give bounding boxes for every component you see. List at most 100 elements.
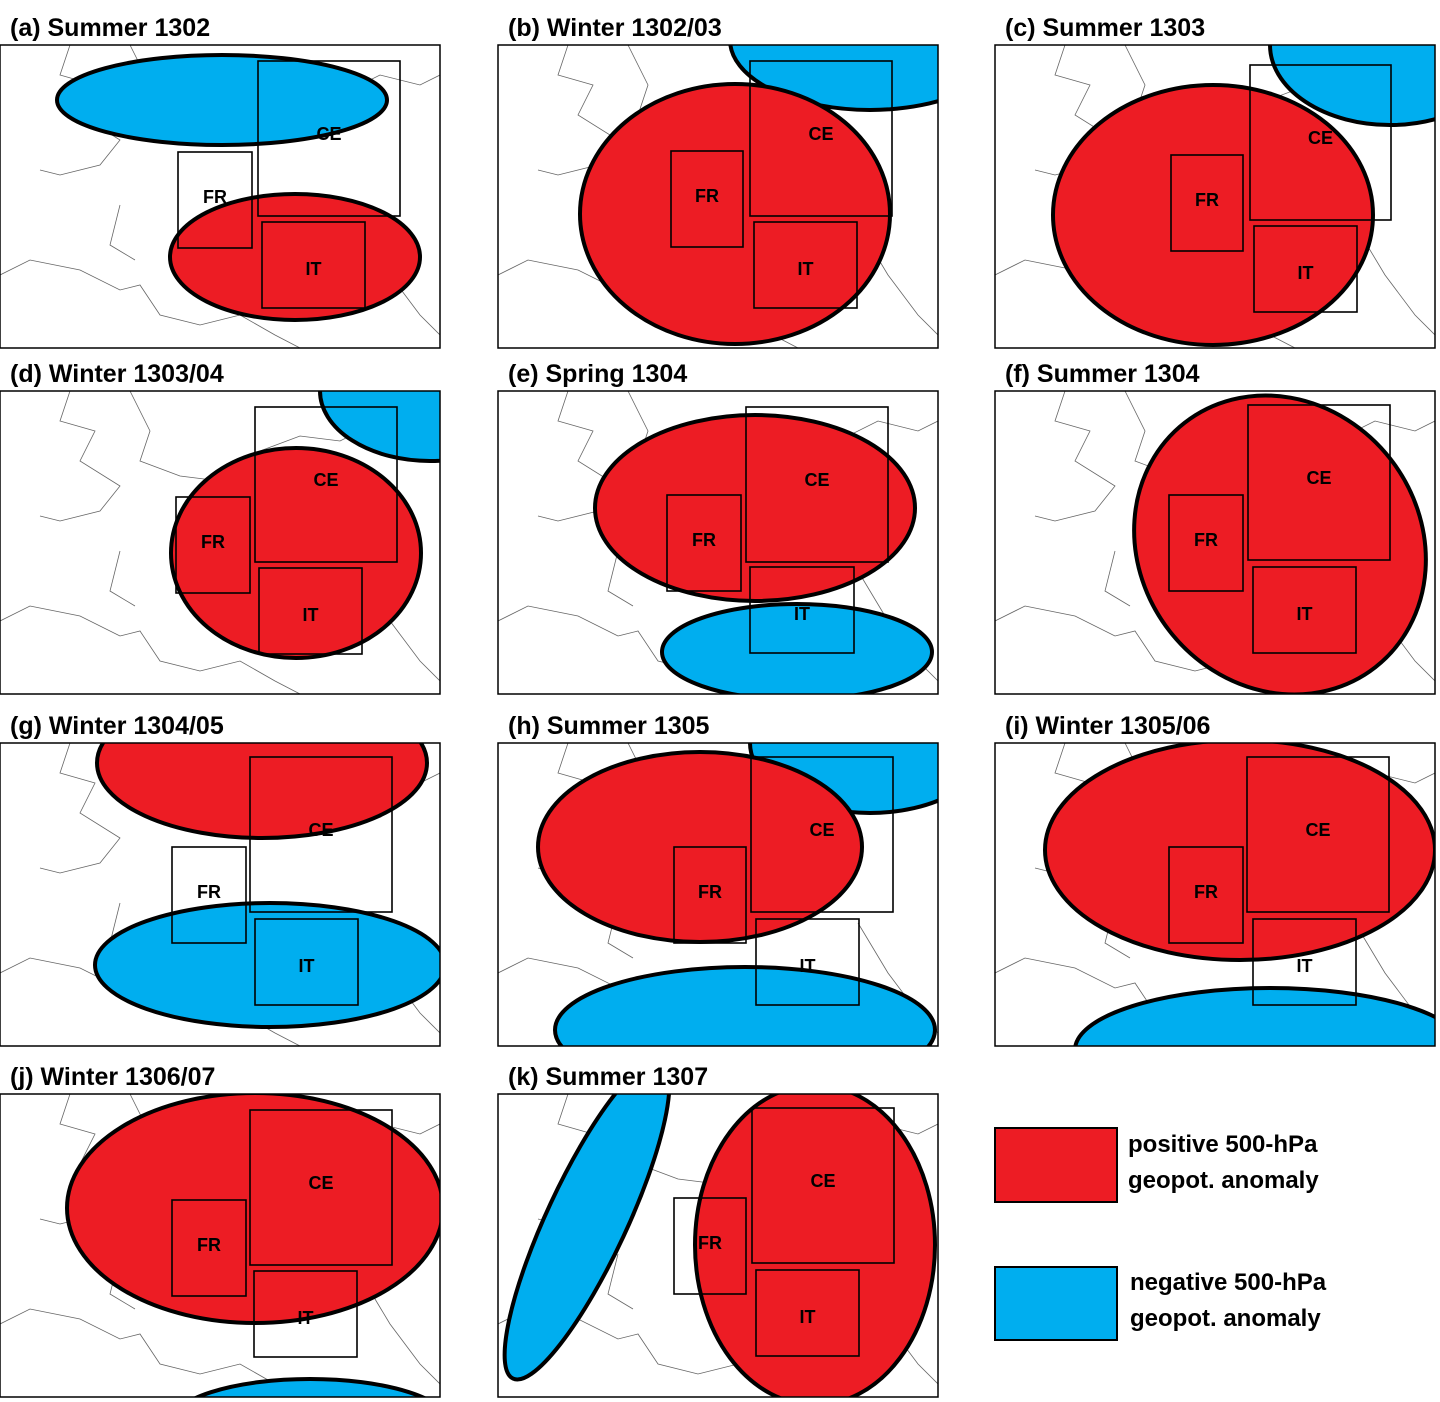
region-box (171, 846, 247, 944)
region-box (1170, 154, 1244, 252)
map-content: CE FR IT (995, 743, 1435, 1046)
region-box (171, 1199, 247, 1297)
region-box (750, 756, 894, 913)
panel-title: (i) Winter 1305/06 (1005, 712, 1210, 740)
legend-text: geopot. anomaly (1128, 1167, 1319, 1194)
region-box (261, 221, 366, 309)
map-content: CE FR IT (0, 743, 440, 1046)
region-box (1249, 64, 1392, 221)
positive-anomaly (593, 413, 917, 603)
region-label: IT (1297, 956, 1313, 976)
map-panel: (c) Summer 1303 CE FR IT (994, 14, 1436, 349)
positive-anomaly (693, 1094, 937, 1397)
positive-anomaly (95, 743, 429, 840)
map-frame (994, 742, 1436, 1047)
legend-text: negative 500-hPa (1130, 1269, 1327, 1296)
region-box (666, 494, 742, 592)
map-frame (994, 44, 1436, 349)
region-box (257, 60, 401, 217)
panel-title: (a) Summer 1302 (10, 14, 210, 42)
panel-title: (e) Spring 1304 (508, 360, 687, 388)
negative-anomaly (93, 901, 440, 1029)
map-panel: (e) Spring 1304 CE FR IT (497, 360, 939, 695)
region-label: CE (804, 470, 829, 490)
region-label: CE (316, 124, 341, 144)
map-panel: (d) Winter 1303/04 CE FR IT (0, 360, 441, 695)
region-label: IT (303, 605, 319, 625)
region-box (1168, 846, 1244, 944)
region-box (670, 150, 744, 248)
region-label: CE (1306, 468, 1331, 488)
map-panel: (g) Winter 1304/05 CE FR IT (0, 712, 441, 1047)
region-label: IT (1298, 263, 1314, 283)
region-label: CE (308, 1173, 333, 1193)
map-frame (497, 44, 939, 349)
region-box (249, 756, 393, 913)
region-box (1168, 494, 1244, 592)
region-label: FR (1195, 190, 1219, 210)
map-frame (497, 390, 939, 695)
negative-anomaly (55, 53, 389, 147)
region-box (258, 567, 363, 655)
map-panel: (f) Summer 1304 CE FR IT (994, 360, 1436, 695)
region-box (753, 221, 858, 309)
region-label: IT (798, 259, 814, 279)
negative-anomaly (660, 602, 934, 694)
region-label: CE (1308, 128, 1333, 148)
panel-title: (d) Winter 1303/04 (10, 360, 224, 388)
map-panel: (i) Winter 1305/06 CE FR IT (994, 712, 1436, 1047)
region-label: CE (810, 1171, 835, 1191)
region-label: IT (1297, 604, 1313, 624)
region-label: IT (800, 1307, 816, 1327)
region-label: FR (1194, 530, 1218, 550)
map-frame (0, 390, 441, 695)
map-content: CE FR IT (498, 743, 938, 1046)
map-frame (0, 44, 441, 349)
region-label: CE (809, 820, 834, 840)
region-box (755, 1269, 860, 1357)
map-frame (0, 1093, 441, 1398)
map-panel: (k) Summer 1307 CE FR IT (497, 1063, 939, 1398)
region-box (175, 496, 251, 594)
positive-anomaly (578, 82, 892, 346)
negative-anomaly (193, 1377, 427, 1397)
region-box (177, 151, 253, 249)
positive-anomaly (1043, 743, 1435, 962)
region-label: FR (201, 532, 225, 552)
region-label: CE (313, 470, 338, 490)
region-label: FR (203, 187, 227, 207)
region-label: FR (695, 186, 719, 206)
region-box (249, 1109, 393, 1266)
region-box (745, 406, 889, 563)
panel-title: (j) Winter 1306/07 (10, 1063, 215, 1091)
region-label: CE (808, 124, 833, 144)
region-label: FR (692, 530, 716, 550)
region-box (1252, 918, 1357, 1006)
positive-anomaly (65, 1094, 440, 1325)
region-label: FR (1194, 882, 1218, 902)
map-panel: (h) Summer 1305 CE FR IT (497, 712, 939, 1047)
map-frame (497, 1093, 939, 1398)
region-box (751, 1107, 895, 1264)
map-panel: (a) Summer 1302 CE FR IT (0, 14, 441, 349)
map-panel: (j) Winter 1306/07 CE FR IT (0, 1063, 441, 1398)
panel-title: (c) Summer 1303 (1005, 14, 1205, 42)
negative-anomaly (1073, 986, 1435, 1046)
positive-anomaly (1051, 83, 1375, 347)
map-panel: (b) Winter 1302/03 CE FR IT (497, 14, 939, 349)
region-label: IT (299, 956, 315, 976)
region-label: FR (197, 882, 221, 902)
panel-title: (k) Summer 1307 (508, 1063, 708, 1091)
legend-text: positive 500-hPa (1128, 1131, 1318, 1158)
region-label: IT (306, 259, 322, 279)
panel-title: (g) Winter 1304/05 (10, 712, 224, 740)
panel-title: (h) Summer 1305 (508, 712, 710, 740)
region-box (749, 60, 893, 217)
region-box (1253, 225, 1358, 313)
region-label: FR (197, 1235, 221, 1255)
region-box (254, 406, 398, 563)
map-content: CE FR IT (498, 45, 938, 348)
region-box (673, 846, 747, 944)
map-content: CE FR IT (498, 391, 938, 694)
